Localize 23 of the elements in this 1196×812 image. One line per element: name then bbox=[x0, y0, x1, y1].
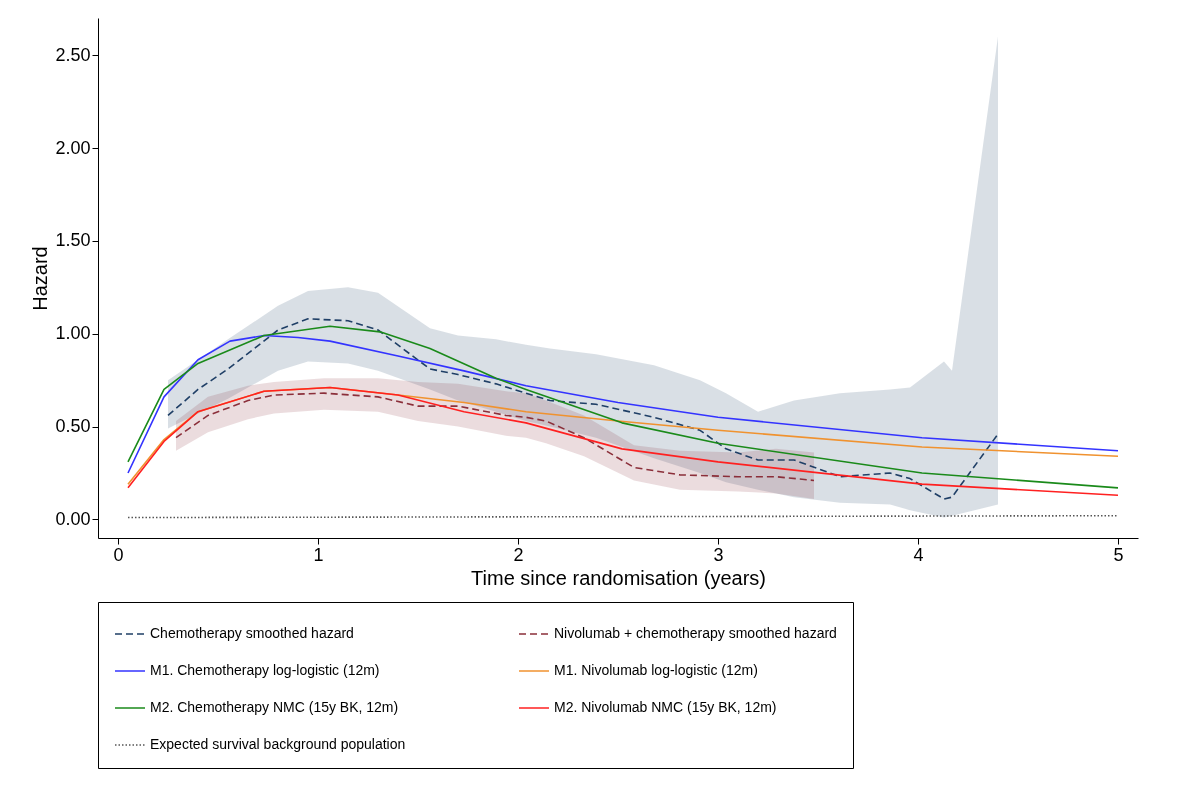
x-tick-label: 2 bbox=[513, 544, 524, 565]
y-tick-label: 1.50 bbox=[55, 230, 91, 251]
line-series bbox=[175, 392, 815, 482]
y-tick-label: 0.00 bbox=[55, 508, 91, 529]
x-axis-title: Time since randomisation (years) bbox=[471, 566, 766, 589]
legend-label: M2. Nivolumab NMC (15y BK, 12m) bbox=[554, 699, 777, 715]
legend-label: M2. Chemotherapy NMC (15y BK, 12m) bbox=[150, 699, 399, 715]
line-series bbox=[167, 318, 999, 500]
legend-label: Expected survival background population bbox=[150, 736, 406, 752]
legend-label: M1. Nivolumab log-logistic (12m) bbox=[554, 662, 758, 678]
y-tick-label: 1.00 bbox=[55, 323, 91, 344]
legend-label: M1. Chemotherapy log-logistic (12m) bbox=[150, 662, 380, 678]
y-tick-label: 2.00 bbox=[55, 137, 91, 158]
x-tick-label: 5 bbox=[1113, 544, 1124, 565]
x-tick-label: 0 bbox=[113, 544, 124, 565]
legend-label: Chemotherapy smoothed hazard bbox=[150, 625, 354, 641]
x-tick-label: 4 bbox=[913, 544, 924, 565]
y-tick-label: 0.50 bbox=[55, 416, 91, 437]
x-tick-label: 1 bbox=[313, 544, 324, 565]
y-axis-title: Hazard bbox=[29, 246, 52, 311]
x-tick-label: 3 bbox=[713, 544, 724, 565]
legend-label: Nivolumab + chemotherapy smoothed hazard bbox=[554, 625, 837, 641]
y-tick-label: 2.50 bbox=[55, 44, 91, 65]
